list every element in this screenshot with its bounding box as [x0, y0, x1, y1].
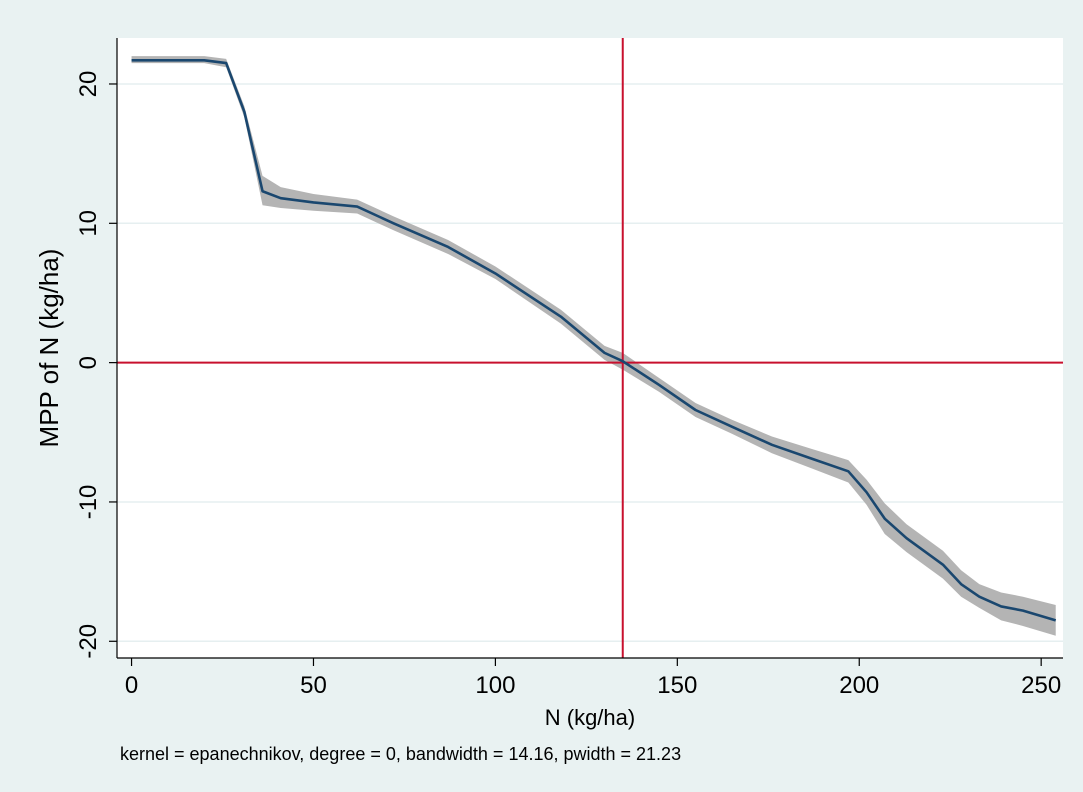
y-tick-label: 20 — [75, 71, 102, 98]
ci-band-group — [131, 56, 1056, 636]
x-tick-label: 50 — [300, 672, 327, 699]
y-tick-label: 10 — [75, 210, 102, 237]
axes — [116, 38, 1063, 659]
x-tick-label: 0 — [125, 672, 138, 699]
plot-area — [117, 38, 1063, 658]
reference-lines — [117, 38, 1063, 658]
y-tick-label: -10 — [75, 485, 102, 520]
x-tick-label: 200 — [839, 672, 879, 699]
chart-note: kernel = epanechnikov, degree = 0, bandw… — [120, 744, 681, 764]
ci-band — [131, 56, 1056, 636]
y-axis-label: MPP of N (kg/ha) — [34, 249, 64, 448]
x-tick-label: 100 — [475, 672, 515, 699]
series-line-group — [131, 58, 1057, 622]
y-tick-label: 0 — [75, 356, 102, 369]
x-axis-label: N (kg/ha) — [545, 705, 635, 730]
ticks: 0 50 100 150 200 250 -20 -10 0 10 20 — [75, 71, 1061, 699]
y-tick-label: -20 — [75, 624, 102, 659]
x-tick-label: 250 — [1021, 672, 1061, 699]
x-tick-label: 150 — [657, 672, 697, 699]
series-line — [131, 58, 1057, 622]
